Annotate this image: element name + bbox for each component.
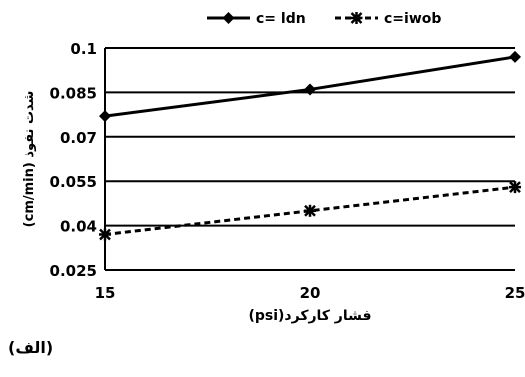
y-axis-title: شدت نفوذ (cm/min) (22, 91, 37, 228)
figure-caption: (الف) (8, 338, 54, 357)
x-tick-label: 15 (95, 284, 116, 302)
y-tick-label: 0.07 (60, 129, 97, 147)
x-axis-title: فشار کارکرد(psi) (248, 308, 371, 324)
legend-marker-series-1 (222, 12, 235, 24)
y-tick-label: 0.025 (50, 262, 97, 280)
y-tick-label: 0.1 (70, 40, 97, 58)
line-chart: 0.025 0.04 0.055 0.07 0.085 0.1 15 20 25 فشار کار… (22, 11, 525, 324)
legend-marker-series-2 (350, 12, 363, 24)
data-point-series-2 (509, 181, 521, 194)
data-point-series-1 (304, 83, 316, 96)
y-tick-label: 0.04 (60, 218, 97, 236)
y-tick-label: 0.085 (50, 84, 97, 102)
y-tick-label: 0.055 (50, 173, 97, 191)
series-line-2 (104, 185, 516, 236)
legend-label-series-1: c= ldn (256, 11, 306, 27)
data-point-series-1 (509, 50, 521, 63)
x-tick-label: 20 (300, 284, 321, 302)
x-tick-label: 25 (505, 284, 525, 302)
data-point-series-1 (99, 110, 111, 123)
data-point-series-2 (99, 228, 111, 241)
legend-label-series-2: c=iwob (384, 11, 441, 27)
data-point-series-2 (304, 204, 316, 217)
